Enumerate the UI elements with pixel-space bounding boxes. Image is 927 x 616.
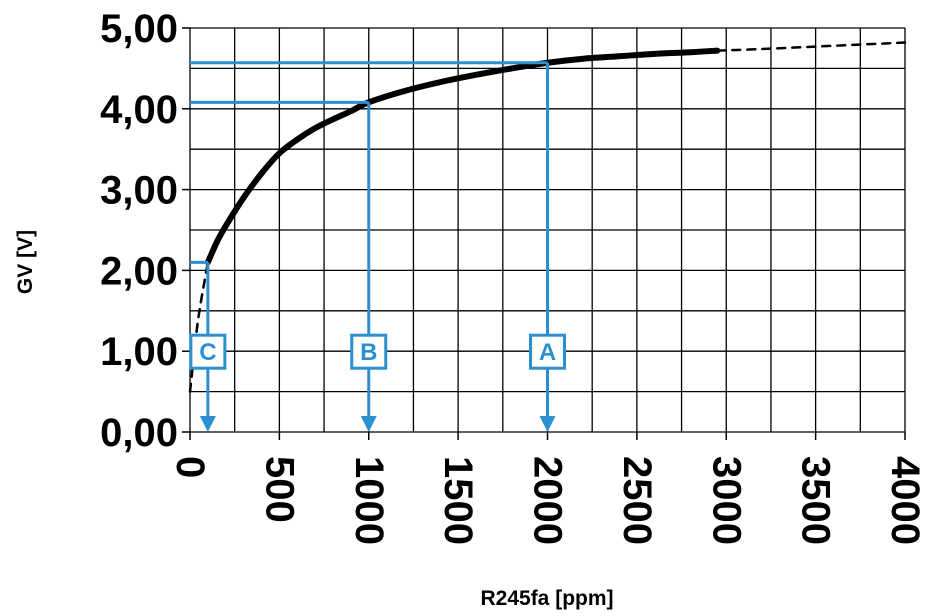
marker-b: B xyxy=(190,100,388,432)
x-tick-label: 4000 xyxy=(883,456,927,545)
y-tick-label: 3,00 xyxy=(100,169,178,213)
marker-label-box xyxy=(350,333,388,370)
y-tick-label: 5,00 xyxy=(100,7,178,51)
marker-layer: A B C xyxy=(189,61,566,432)
y-tick-label: 1,00 xyxy=(100,330,178,374)
marker-arrow-icon xyxy=(539,416,556,432)
grid xyxy=(182,27,906,440)
series-line-dashed xyxy=(188,261,210,393)
marker-arrow-icon xyxy=(199,416,216,432)
y-axis-label: GV [V] xyxy=(14,230,37,294)
y-tick-label: 4,00 xyxy=(100,88,178,132)
x-tick-labels: 0 500 1000 1500 2000 2500 3000 3500 4000 xyxy=(168,456,927,545)
y-tick-labels: 0,00 1,00 2,00 3,00 4,00 5,00 xyxy=(100,7,178,455)
series-line-dashed xyxy=(716,41,907,52)
x-tick-label: 2500 xyxy=(615,456,659,545)
y-tick-label: 0,00 xyxy=(100,411,178,455)
marker-c: C xyxy=(189,260,227,432)
x-tick-label: 500 xyxy=(257,456,301,523)
x-tick-label: 3500 xyxy=(794,456,838,545)
x-tick-label: 2000 xyxy=(526,456,570,545)
x-tick-label: 3000 xyxy=(704,456,748,545)
marker-label: C xyxy=(199,339,216,366)
marker-label: A xyxy=(539,339,556,366)
marker-label-box xyxy=(529,333,566,370)
x-tick-label: 0 xyxy=(168,456,212,478)
marker-label: B xyxy=(360,339,377,366)
x-tick-label: 1500 xyxy=(436,456,480,545)
y-tick-label: 2,00 xyxy=(100,249,178,293)
marker-label-box xyxy=(189,333,227,370)
marker-a: A xyxy=(190,61,566,432)
x-tick-label: 1000 xyxy=(347,456,391,545)
marker-arrow-icon xyxy=(360,416,377,432)
x-axis-label: R245fa [ppm] xyxy=(480,587,613,610)
